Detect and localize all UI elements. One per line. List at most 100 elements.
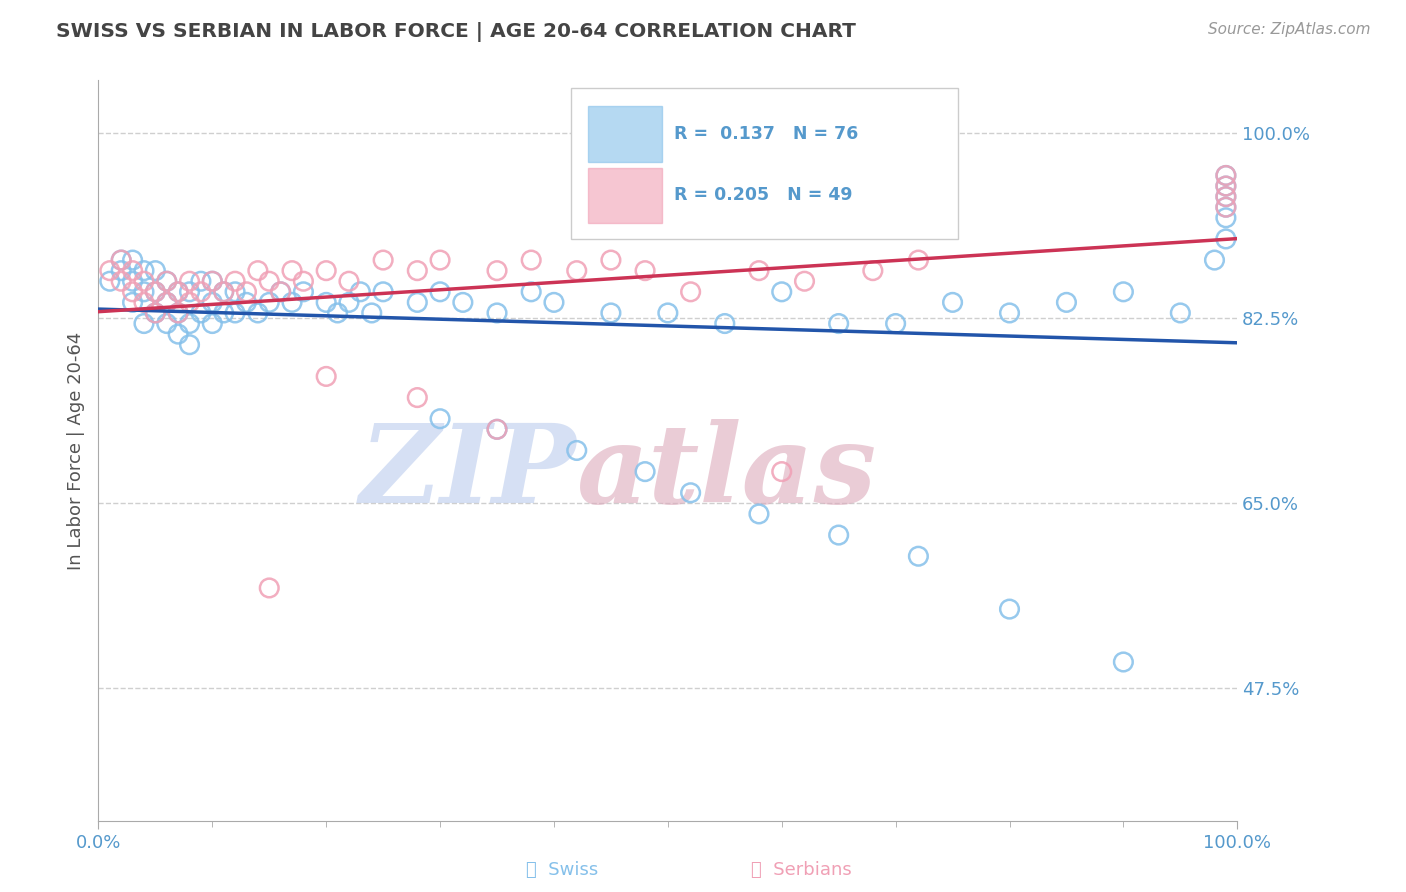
Point xyxy=(998,306,1021,320)
Text: R =  0.137   N = 76: R = 0.137 N = 76 xyxy=(673,125,858,143)
Point xyxy=(657,306,679,320)
Point xyxy=(132,263,155,277)
Point xyxy=(349,285,371,299)
Point xyxy=(224,306,246,320)
Text: R = 0.205   N = 49: R = 0.205 N = 49 xyxy=(673,186,852,204)
Text: ZIP: ZIP xyxy=(360,419,576,526)
Point xyxy=(1215,169,1237,183)
Point xyxy=(907,253,929,268)
Point xyxy=(828,317,851,331)
Point xyxy=(292,285,315,299)
Point xyxy=(748,507,770,521)
Point xyxy=(132,285,155,299)
Point xyxy=(770,465,793,479)
Point xyxy=(145,285,167,299)
Point xyxy=(942,295,965,310)
Point xyxy=(110,253,132,268)
Point xyxy=(337,274,360,288)
Point xyxy=(156,295,179,310)
Point xyxy=(167,306,190,320)
Text: SWISS VS SERBIAN IN LABOR FORCE | AGE 20-64 CORRELATION CHART: SWISS VS SERBIAN IN LABOR FORCE | AGE 20… xyxy=(56,22,856,42)
Point xyxy=(406,391,429,405)
Point xyxy=(543,295,565,310)
Point xyxy=(1170,306,1192,320)
Point xyxy=(828,528,851,542)
Point xyxy=(179,337,201,351)
Point xyxy=(679,285,702,299)
Point xyxy=(246,263,269,277)
Point xyxy=(770,285,793,299)
Point xyxy=(190,274,212,288)
Point xyxy=(1215,189,1237,203)
Point xyxy=(110,274,132,288)
Point xyxy=(167,306,190,320)
Point xyxy=(793,274,815,288)
Point xyxy=(1215,189,1237,203)
Point xyxy=(600,253,623,268)
Point xyxy=(326,306,349,320)
Point xyxy=(1215,232,1237,246)
FancyBboxPatch shape xyxy=(588,168,662,223)
Point xyxy=(156,317,179,331)
Point xyxy=(201,317,224,331)
Point xyxy=(259,581,281,595)
Point xyxy=(212,285,235,299)
Point xyxy=(224,285,246,299)
Point xyxy=(429,285,451,299)
Point xyxy=(132,317,155,331)
Point xyxy=(201,274,224,288)
Point xyxy=(360,306,382,320)
Text: ⬜  Swiss: ⬜ Swiss xyxy=(526,861,599,879)
Point xyxy=(179,285,201,299)
Point xyxy=(259,274,281,288)
Text: Source: ZipAtlas.com: Source: ZipAtlas.com xyxy=(1208,22,1371,37)
Point xyxy=(565,443,588,458)
Point xyxy=(679,485,702,500)
Text: ⬜  Serbians: ⬜ Serbians xyxy=(751,861,852,879)
FancyBboxPatch shape xyxy=(588,106,662,161)
Point xyxy=(1215,211,1237,225)
Point xyxy=(212,285,235,299)
Point xyxy=(1215,200,1237,214)
Point xyxy=(167,285,190,299)
Point xyxy=(884,317,907,331)
Point xyxy=(1215,179,1237,194)
Point xyxy=(246,306,269,320)
Point xyxy=(1204,253,1226,268)
Point xyxy=(292,274,315,288)
Point xyxy=(429,411,451,425)
Point xyxy=(1215,169,1237,183)
Point xyxy=(98,274,121,288)
Point xyxy=(145,306,167,320)
Y-axis label: In Labor Force | Age 20-64: In Labor Force | Age 20-64 xyxy=(66,331,84,570)
Point xyxy=(145,285,167,299)
Point xyxy=(121,295,143,310)
Point xyxy=(156,295,179,310)
Point xyxy=(315,263,337,277)
Point xyxy=(132,274,155,288)
Point xyxy=(1215,179,1237,194)
Point xyxy=(259,295,281,310)
Point xyxy=(714,317,737,331)
Point xyxy=(1054,295,1078,310)
Point xyxy=(406,263,429,277)
Point xyxy=(371,285,394,299)
Point xyxy=(145,263,167,277)
Point xyxy=(998,602,1021,616)
Point xyxy=(201,274,224,288)
Point xyxy=(315,369,337,384)
Point xyxy=(486,263,509,277)
Point xyxy=(451,295,474,310)
Point xyxy=(121,285,143,299)
Point xyxy=(270,285,292,299)
Point xyxy=(235,285,257,299)
Point xyxy=(520,285,543,299)
Point xyxy=(281,295,304,310)
Point xyxy=(371,253,394,268)
Point xyxy=(132,295,155,310)
Point xyxy=(190,285,212,299)
Point xyxy=(121,274,143,288)
Point xyxy=(565,263,588,277)
Point xyxy=(600,306,623,320)
Point xyxy=(224,274,246,288)
